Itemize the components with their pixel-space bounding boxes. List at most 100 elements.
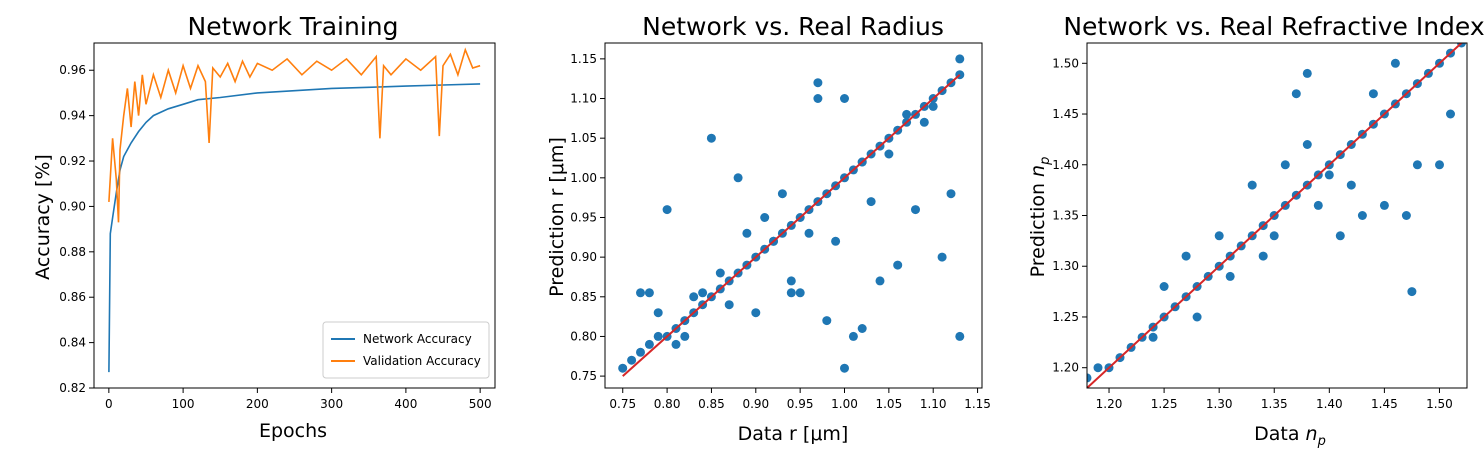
y-tick-label: 0.95 <box>570 210 597 224</box>
data-point <box>955 54 965 64</box>
data-point <box>733 173 743 183</box>
data-point <box>840 94 849 103</box>
data-point <box>1407 287 1417 297</box>
y-tick-label: 0.90 <box>59 199 86 213</box>
data-point <box>857 324 867 333</box>
reference-line <box>1087 43 1463 388</box>
data-point <box>724 300 734 310</box>
x-tick-label: 100 <box>172 397 195 411</box>
data-point <box>636 347 645 357</box>
x-tick-label: 500 <box>469 397 492 411</box>
refractive-index-chart: Network vs. Real Refractive Index Data n… <box>1027 12 1484 449</box>
data-point <box>1181 251 1191 261</box>
data-point <box>1302 68 1312 78</box>
data-point <box>653 308 663 318</box>
chart-title: Network vs. Real Refractive Index <box>1063 12 1484 41</box>
y-tick-label: 1.10 <box>570 92 597 106</box>
y-axis-label: Prediction np <box>1027 157 1053 278</box>
data-point <box>1159 282 1169 291</box>
data-point <box>884 149 894 159</box>
chart-title: Network Training <box>188 12 399 41</box>
data-point <box>1247 180 1257 190</box>
x-axis-label: Epochs <box>259 420 327 442</box>
x-tick-label: 0.95 <box>787 397 814 411</box>
data-point <box>1093 363 1103 373</box>
data-point <box>1192 312 1202 322</box>
data-point <box>804 228 814 238</box>
x-tick-label: 300 <box>320 397 343 411</box>
x-tick-label: 1.45 <box>1371 397 1398 411</box>
y-tick-label: 1.20 <box>1052 361 1079 375</box>
data-point <box>618 363 628 373</box>
data-point <box>1379 200 1389 210</box>
series-line-network-accuracy <box>108 83 481 373</box>
y-tick-label: 1.35 <box>1052 209 1079 223</box>
y-tick-label: 0.75 <box>570 369 597 383</box>
x-tick-label: 400 <box>394 397 417 411</box>
y-tick-label: 0.86 <box>59 290 86 304</box>
x-axis-label: Data r [μm] <box>738 423 849 445</box>
data-point <box>662 205 672 215</box>
x-tick-label: 1.25 <box>1151 397 1178 411</box>
data-point <box>795 288 805 298</box>
chart-title: Network vs. Real Radius <box>642 12 944 41</box>
y-tick-label: 0.96 <box>59 63 86 77</box>
axes-frame <box>604 42 983 389</box>
x-axis-label: Data np <box>1254 423 1326 449</box>
data-point <box>840 363 849 373</box>
data-point <box>813 78 823 88</box>
data-point <box>1087 373 1092 383</box>
y-tick-label: 0.94 <box>59 109 86 123</box>
data-point <box>1280 160 1290 170</box>
data-point <box>786 288 796 298</box>
axes-frame <box>93 42 496 389</box>
y-tick-label: 1.30 <box>1052 259 1079 273</box>
data-point <box>1302 140 1312 149</box>
x-tick-label: 1.05 <box>875 397 902 411</box>
x-tick-label: 1.30 <box>1206 397 1233 411</box>
data-point <box>1258 251 1268 261</box>
y-tick-label: 0.90 <box>570 250 597 264</box>
y-tick-label: 1.05 <box>570 131 597 145</box>
plot-area <box>618 54 965 377</box>
data-point <box>653 331 663 341</box>
y-tick-label: 0.84 <box>59 336 86 350</box>
data-point <box>1148 332 1158 342</box>
plot-area <box>1087 43 1466 388</box>
y-tick-label: 0.82 <box>59 381 86 395</box>
data-point <box>1435 160 1444 170</box>
x-tick-label: 0.90 <box>742 397 769 411</box>
y-tick-label: 0.85 <box>570 290 597 304</box>
reference-line <box>622 73 961 377</box>
data-point <box>1368 89 1378 99</box>
data-point <box>760 213 770 222</box>
data-point <box>777 189 787 199</box>
legend-label: Validation Accuracy <box>363 354 481 368</box>
data-point <box>715 268 725 278</box>
data-point <box>1390 58 1400 68</box>
data-point <box>928 101 938 111</box>
data-point <box>1412 160 1422 170</box>
y-tick-label: 1.00 <box>570 171 597 185</box>
data-point <box>822 316 832 326</box>
data-point <box>644 339 654 349</box>
x-tick-label: 1.40 <box>1316 397 1343 411</box>
data-point <box>911 205 920 215</box>
data-point <box>875 276 885 286</box>
x-tick-label: 1.00 <box>831 397 858 411</box>
y-tick-label: 1.50 <box>1052 56 1079 70</box>
y-tick-label: 0.80 <box>570 329 597 343</box>
x-tick-label: 0 <box>105 397 113 411</box>
legend-box <box>322 321 490 379</box>
data-point <box>671 339 681 349</box>
data-point <box>644 288 654 298</box>
data-point <box>893 260 903 270</box>
plot-area <box>108 47 481 373</box>
data-point <box>698 288 708 298</box>
y-tick-label: 1.25 <box>1052 310 1079 324</box>
legend-label: Network Accuracy <box>363 332 472 346</box>
data-point <box>786 276 796 286</box>
data-point <box>937 252 947 262</box>
data-point <box>1291 89 1301 99</box>
